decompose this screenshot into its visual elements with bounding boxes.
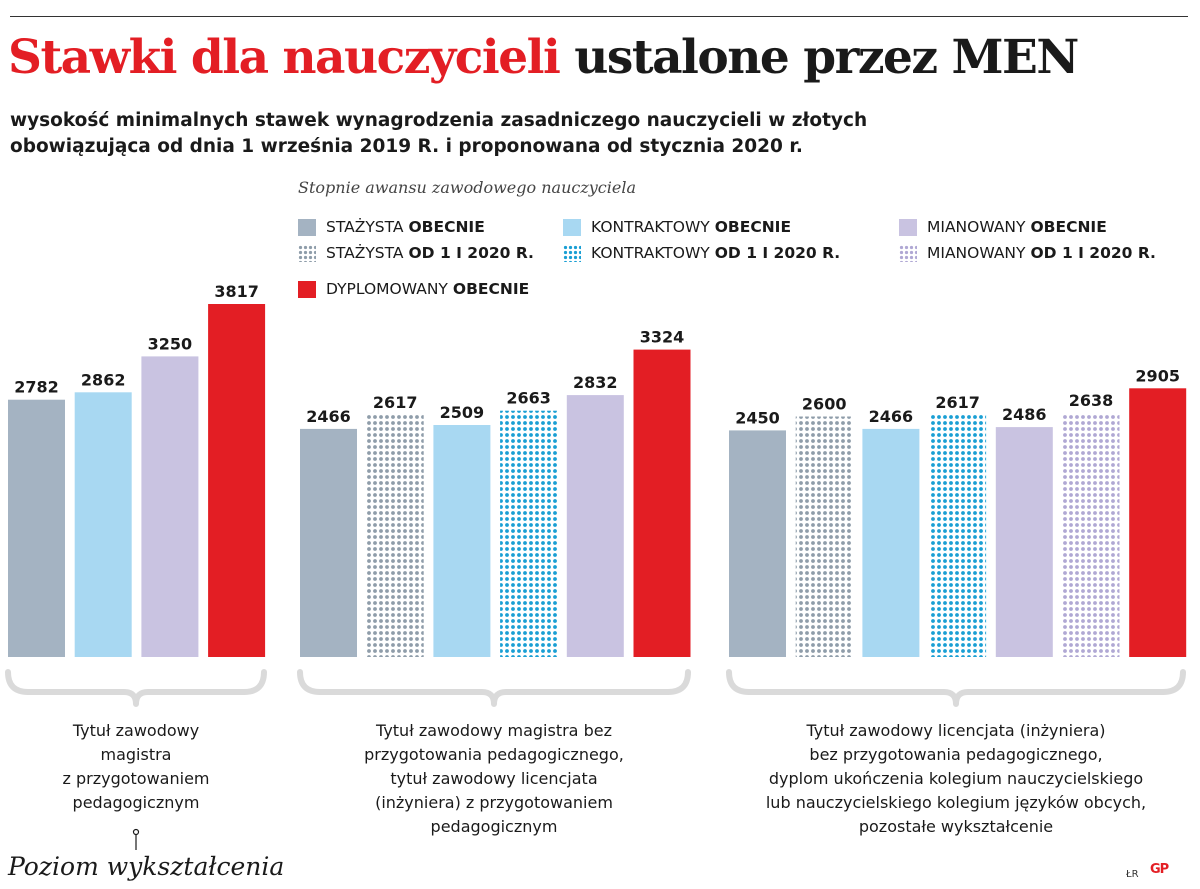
group-brace	[726, 669, 1186, 707]
bar-value-label: 2600	[802, 395, 847, 414]
bar-value-label: 2905	[1135, 366, 1180, 385]
legend-label-suffix: OBECNIE	[714, 218, 792, 236]
bar	[300, 428, 357, 657]
bar	[1062, 413, 1120, 657]
subtitle-line-2: obowiązująca od dnia 1 września 2019 R. …	[10, 136, 803, 157]
legend-label-suffix: OD 1 I 2020 R.	[408, 244, 534, 262]
group-label-line: przygotowania pedagogicznego,	[364, 745, 624, 764]
bar-value-label: 2466	[869, 407, 914, 426]
legend-label: STAŻYSTA	[326, 218, 404, 236]
bar	[208, 304, 266, 657]
legend-swatch	[298, 218, 316, 236]
bar	[566, 395, 624, 657]
title-highlight: Stawki dla nauczycieli	[8, 30, 561, 85]
legend-label: KONTRAKTOWY	[591, 244, 710, 262]
group-label: Tytuł zawodowy magistra bez przygotowania…	[300, 719, 688, 839]
group-label-line: Tytuł zawodowy licencjata (inżyniera)	[806, 721, 1106, 740]
bar-value-label: 3817	[214, 282, 259, 301]
publisher-logo-text: GP	[1150, 862, 1169, 877]
group-label-line: pozostałe wykształcenie	[858, 817, 1054, 836]
legend-swatch	[298, 280, 316, 298]
group-brace	[297, 669, 691, 707]
legend-label: STAŻYSTA	[326, 244, 404, 262]
group-label-line: Tytuł zawodowy magistra bez	[376, 721, 612, 740]
legend-label: MIANOWANY	[927, 218, 1026, 236]
group-label: Tytuł zawodowy licencjata (inżyniera) bez…	[729, 719, 1183, 839]
bar	[862, 428, 920, 657]
legend-label-suffix: OD 1 I 2020 R.	[714, 244, 841, 262]
bar-value-label: 3250	[148, 334, 193, 353]
legend-label-suffix: OBECNIE	[1030, 218, 1107, 236]
legend-swatch	[298, 244, 316, 262]
group-label-line: bez przygotowania pedagogicznego,	[809, 745, 1103, 764]
group-label-line: Tytuł zawodowy	[72, 721, 200, 740]
chart-subtitle: wysokość minimalnych stawek wynagrodzeni…	[10, 108, 1190, 160]
bar	[433, 425, 491, 657]
x-axis-title: Poziom wykształcenia	[8, 852, 285, 881]
legend-label-suffix: OBECNIE	[408, 218, 485, 236]
bar-value-label: 2617	[935, 393, 980, 412]
group-label-line: lub nauczycielskiego kolegium języków ob…	[765, 793, 1147, 812]
bar	[633, 349, 691, 657]
legend-item: KONTRAKTOWY OBECNIE	[563, 218, 791, 236]
author-credit: ŁR	[1126, 869, 1139, 880]
bar-value-label: 2486	[1002, 405, 1047, 424]
bar	[729, 430, 786, 657]
bar-value-label: 2638	[1069, 391, 1114, 410]
legend-title: Stopnie awansu zawodowego nauczyciela	[298, 178, 636, 197]
legend-item: STAŻYSTA OD 1 I 2020 R.	[298, 244, 534, 262]
group-label: Tytuł zawodowy magistra z przygotowaniem pe…	[8, 719, 264, 815]
group-label-line: (inżyniera) z przygotowaniem	[375, 793, 613, 812]
legend-swatch	[563, 218, 581, 236]
bar-value-label: 2617	[373, 393, 418, 412]
bar	[366, 415, 424, 657]
legend-swatch	[899, 218, 917, 236]
group-label-line: pedagogicznym	[430, 817, 558, 836]
bar	[1129, 388, 1187, 657]
axis-title-pointer-dot	[132, 828, 140, 836]
legend-label-suffix: OBECNIE	[452, 280, 530, 298]
bar-value-label: 2862	[81, 370, 126, 389]
chart-title: Stawki dla nauczycieli ustalone przez ME…	[8, 34, 1079, 81]
group-label-line: z przygotowaniem	[62, 769, 210, 788]
bar	[795, 416, 853, 657]
bar	[141, 356, 199, 657]
bar-value-label: 2782	[14, 378, 59, 397]
bar-value-label: 2466	[306, 407, 351, 426]
bar	[74, 392, 132, 657]
bar	[995, 427, 1053, 657]
legend-swatch	[563, 244, 581, 262]
legend-item: DYPLOMOWANY OBECNIE	[298, 280, 529, 298]
title-rest: ustalone przez MEN	[574, 30, 1079, 85]
group-label-line: magistra	[100, 745, 172, 764]
bar-value-label: 2450	[735, 408, 780, 427]
legend-item: STAŻYSTA OBECNIE	[298, 218, 485, 236]
legend-label: MIANOWANY	[927, 244, 1026, 262]
legend-label: KONTRAKTOWY	[591, 218, 710, 236]
group-brace	[5, 669, 267, 707]
bar-value-label: 2509	[440, 403, 485, 422]
group-label-line: pedagogicznym	[72, 793, 200, 812]
legend-label: DYPLOMOWANY	[326, 280, 448, 298]
legend-label-suffix: OD 1 I 2020 R.	[1030, 244, 1156, 262]
bar	[500, 410, 558, 657]
publisher-logo: GP	[1150, 862, 1169, 877]
group-label-line: dyplom ukończenia kolegium nauczycielski…	[768, 769, 1144, 788]
bar-value-label: 2832	[573, 373, 618, 392]
bar	[929, 415, 987, 657]
legend-swatch	[899, 244, 917, 262]
legend-item: MIANOWANY OD 1 I 2020 R.	[899, 244, 1156, 262]
legend-item: MIANOWANY OBECNIE	[899, 218, 1107, 236]
bar-value-label: 3324	[640, 328, 685, 347]
bar-value-label: 2663	[506, 389, 551, 408]
bar	[8, 399, 65, 657]
top-rule	[10, 16, 1188, 17]
legend-item: KONTRAKTOWY OD 1 I 2020 R.	[563, 244, 840, 262]
subtitle-line-1: wysokość minimalnych stawek wynagrodzeni…	[10, 110, 868, 131]
group-label-line: tytuł zawodowy licencjata	[390, 769, 598, 788]
